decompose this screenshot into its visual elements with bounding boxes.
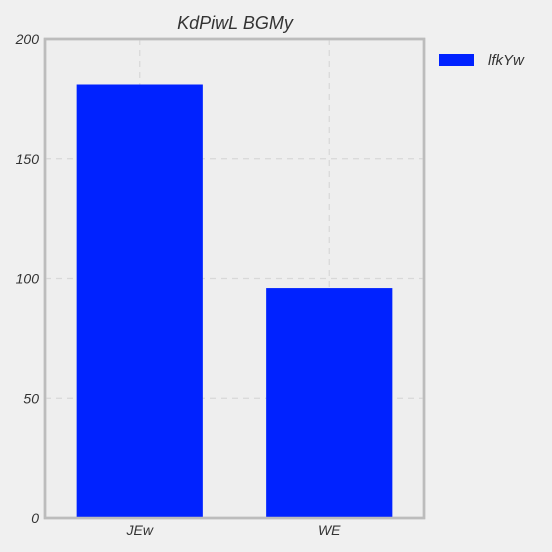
bars xyxy=(76,84,393,518)
legend: lfkYw xyxy=(439,52,525,69)
y-tick-label: 50 xyxy=(23,390,39,406)
y-tick-label: 0 xyxy=(31,510,39,526)
legend-swatch xyxy=(439,54,474,66)
bar xyxy=(76,84,203,518)
x-tick-label: WE xyxy=(318,522,341,538)
y-axis-ticks: 0 50 100 150 200 xyxy=(15,31,40,526)
y-tick-label: 150 xyxy=(16,151,40,167)
y-tick-label: 200 xyxy=(15,31,40,47)
chart-title: KdPiwL BGMy xyxy=(177,13,294,33)
y-tick-label: 100 xyxy=(16,271,40,287)
legend-label: lfkYw xyxy=(488,52,525,69)
bar xyxy=(266,288,393,518)
x-axis-ticks: JEw WE xyxy=(126,522,342,538)
x-tick-label: JEw xyxy=(126,522,154,538)
plot-border xyxy=(43,37,426,520)
